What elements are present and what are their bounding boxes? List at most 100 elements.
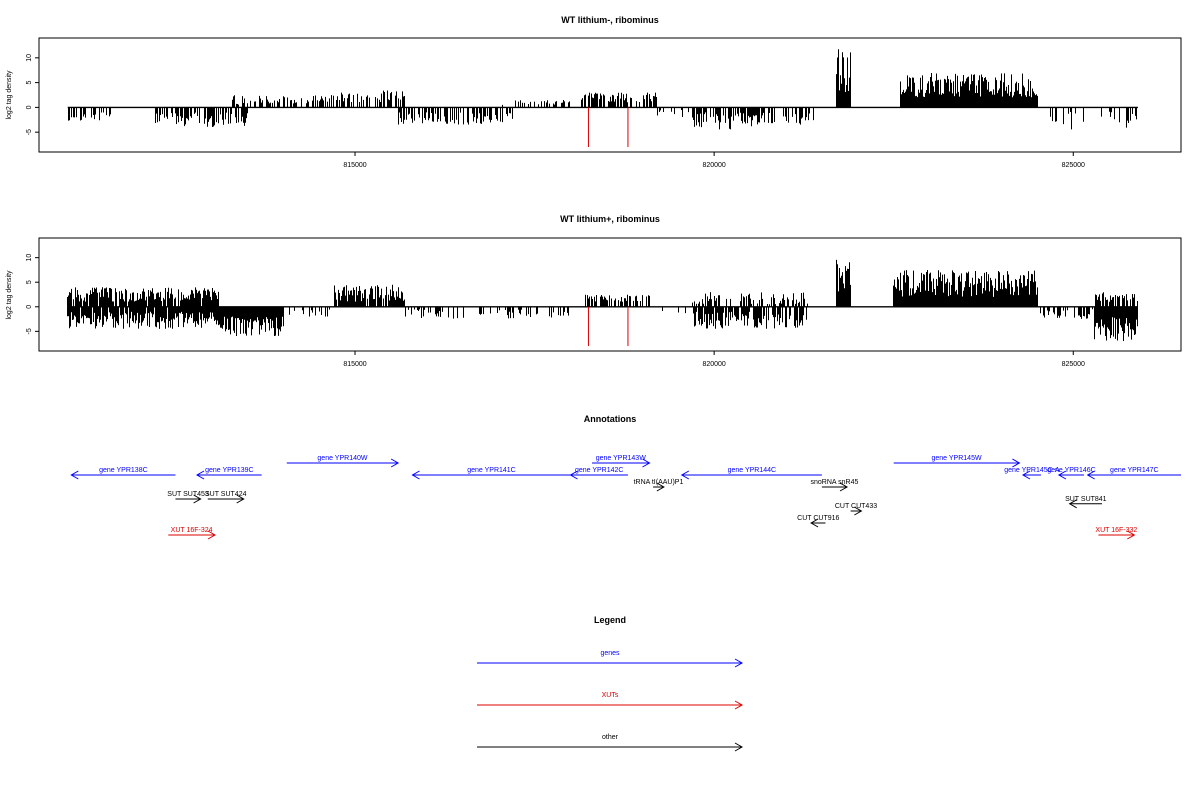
feature-arrowhead [1068,499,1077,509]
feature-label: gene YPR140W [317,455,367,462]
annotation-feature: gene YPR145C-A [1004,467,1060,480]
feature-arrowhead [193,494,202,504]
annotation-feature: gene YPR146C [1047,467,1096,480]
feature-arrowhead [656,482,665,492]
feature-arrowhead [839,482,849,492]
feature-label: gene YPR144C [728,467,777,474]
legend-arrowhead [734,700,744,710]
annotation-feature: CUT CUT916 [797,515,840,528]
feature-arrowhead [680,470,690,480]
y-tick-label: 5 [26,81,33,85]
y-tick-label: -5 [26,328,33,334]
feature-label: tRNA tI(AAU)P1 [634,479,684,486]
feature-arrowhead [390,458,400,468]
x-tick-label: 825000 [1062,361,1085,368]
feature-label: gene YPR139C [205,467,254,474]
y-tick-label: 10 [26,254,33,262]
feature-label: gene YPR141C [467,467,516,474]
x-tick-label: 815000 [343,162,366,169]
feature-arrowhead [236,494,245,504]
feature-label: gene YPR143W [596,455,646,462]
feature-label: gene YPR145W [932,455,982,462]
track-title: WT lithium-, ribominus [561,15,659,25]
legend-label: XUTs [602,692,619,699]
annotation-feature: gene YPR140W [286,455,400,468]
feature-arrowhead [207,530,216,540]
annotation-feature: snoRNA snR45 [811,479,858,492]
feature-label: gene YPR145C-A [1004,467,1060,474]
x-axis: 815000 820000 825000 [343,351,1085,368]
annotation-feature: gene YPR142C [569,467,628,480]
signal-bars [67,49,1138,148]
y-axis-label: log2 tag density [6,270,13,320]
feature-arrowhead [810,518,819,528]
legend-entry: XUTs [477,692,744,710]
feature-arrowhead [854,506,863,516]
annotation-feature: gene YPR145W [893,455,1021,468]
plot-frame [38,37,1182,153]
feature-arrowhead [1012,458,1021,468]
legend-label: genes [600,650,620,657]
plot-frame [38,237,1182,352]
feature-label: gene YPR138C [99,467,148,474]
feature-arrowhead [196,470,205,480]
feature-arrowhead [70,470,79,480]
feature-label: CUT CUT916 [797,515,839,522]
legend-label: other [602,734,619,741]
feature-arrowhead [569,470,578,480]
y-tick-label: 5 [26,280,33,284]
legend-arrowhead [734,742,744,752]
legend: Legend genes XUTs other [477,615,744,752]
track-panel-lithium-minus: WT lithium-, ribominus log2 tag density … [6,15,1182,169]
annotation-feature: XUT 16F-324 [168,527,216,540]
feature-label: gene YPR146C [1047,467,1096,474]
x-axis: 815000 820000 825000 [343,152,1085,169]
annotation-feature: gene YPR138C [70,467,176,480]
x-tick-label: 825000 [1062,162,1085,169]
feature-label: SUT SUT453 [167,491,209,498]
annotation-feature: gene YPR144C [680,467,822,480]
annotation-feature: gene YPR147C [1086,467,1181,480]
signal-bars [67,259,1138,347]
feature-label: gene YPR142C [575,467,624,474]
x-tick-label: 820000 [702,162,725,169]
annotation-feature: gene YPR143W [592,455,651,468]
feature-label: SUT SUT424 [205,491,247,498]
y-axis: -5 0 5 10 [26,254,39,334]
feature-label: gene YPR147C [1110,467,1159,474]
annotation-features: gene YPR138C gene YPR139C gene YPR140W gene… [70,455,1181,540]
annotation-feature: gene YPR141C [411,467,571,480]
annotations-title: Annotations [584,414,637,424]
annotation-feature: XUT 16F-332 [1095,527,1137,540]
x-tick-label: 815000 [343,361,366,368]
y-tick-label: 0 [26,305,33,309]
annotation-feature: SUT SUT453 [167,491,209,504]
annotation-feature: CUT CUT433 [835,503,877,516]
track-panel-lithium-plus: WT lithium+, ribominus log2 tag density … [6,214,1182,368]
feature-arrowhead [642,458,651,468]
annotation-feature: gene YPR139C [196,467,262,480]
legend-entry: genes [477,650,744,668]
y-axis-label: log2 tag density [6,70,13,120]
legend-entries: genes XUTs other [477,650,744,752]
feature-arrowhead [411,470,420,480]
feature-arrowhead [1057,470,1067,480]
annotation-feature: SUT SUT841 [1065,496,1107,509]
feature-label: XUT 16F-324 [171,527,213,534]
annotation-feature: SUT SUT424 [205,491,247,504]
feature-label: XUT 16F-332 [1095,527,1137,534]
y-tick-label: 0 [26,105,33,109]
legend-arrowhead [734,658,744,668]
track-title: WT lithium+, ribominus [560,214,660,224]
feature-label: CUT CUT433 [835,503,877,510]
feature-label: SUT SUT841 [1065,496,1107,503]
feature-arrowhead [1127,530,1136,540]
feature-arrowhead [1086,470,1095,480]
legend-title: Legend [594,615,626,625]
feature-arrowhead [1021,470,1031,480]
annotations-track: Annotations gene YPR138C gene YPR139Cgene… [70,414,1181,540]
y-tick-label: -5 [26,129,33,135]
x-tick-label: 820000 [702,361,725,368]
